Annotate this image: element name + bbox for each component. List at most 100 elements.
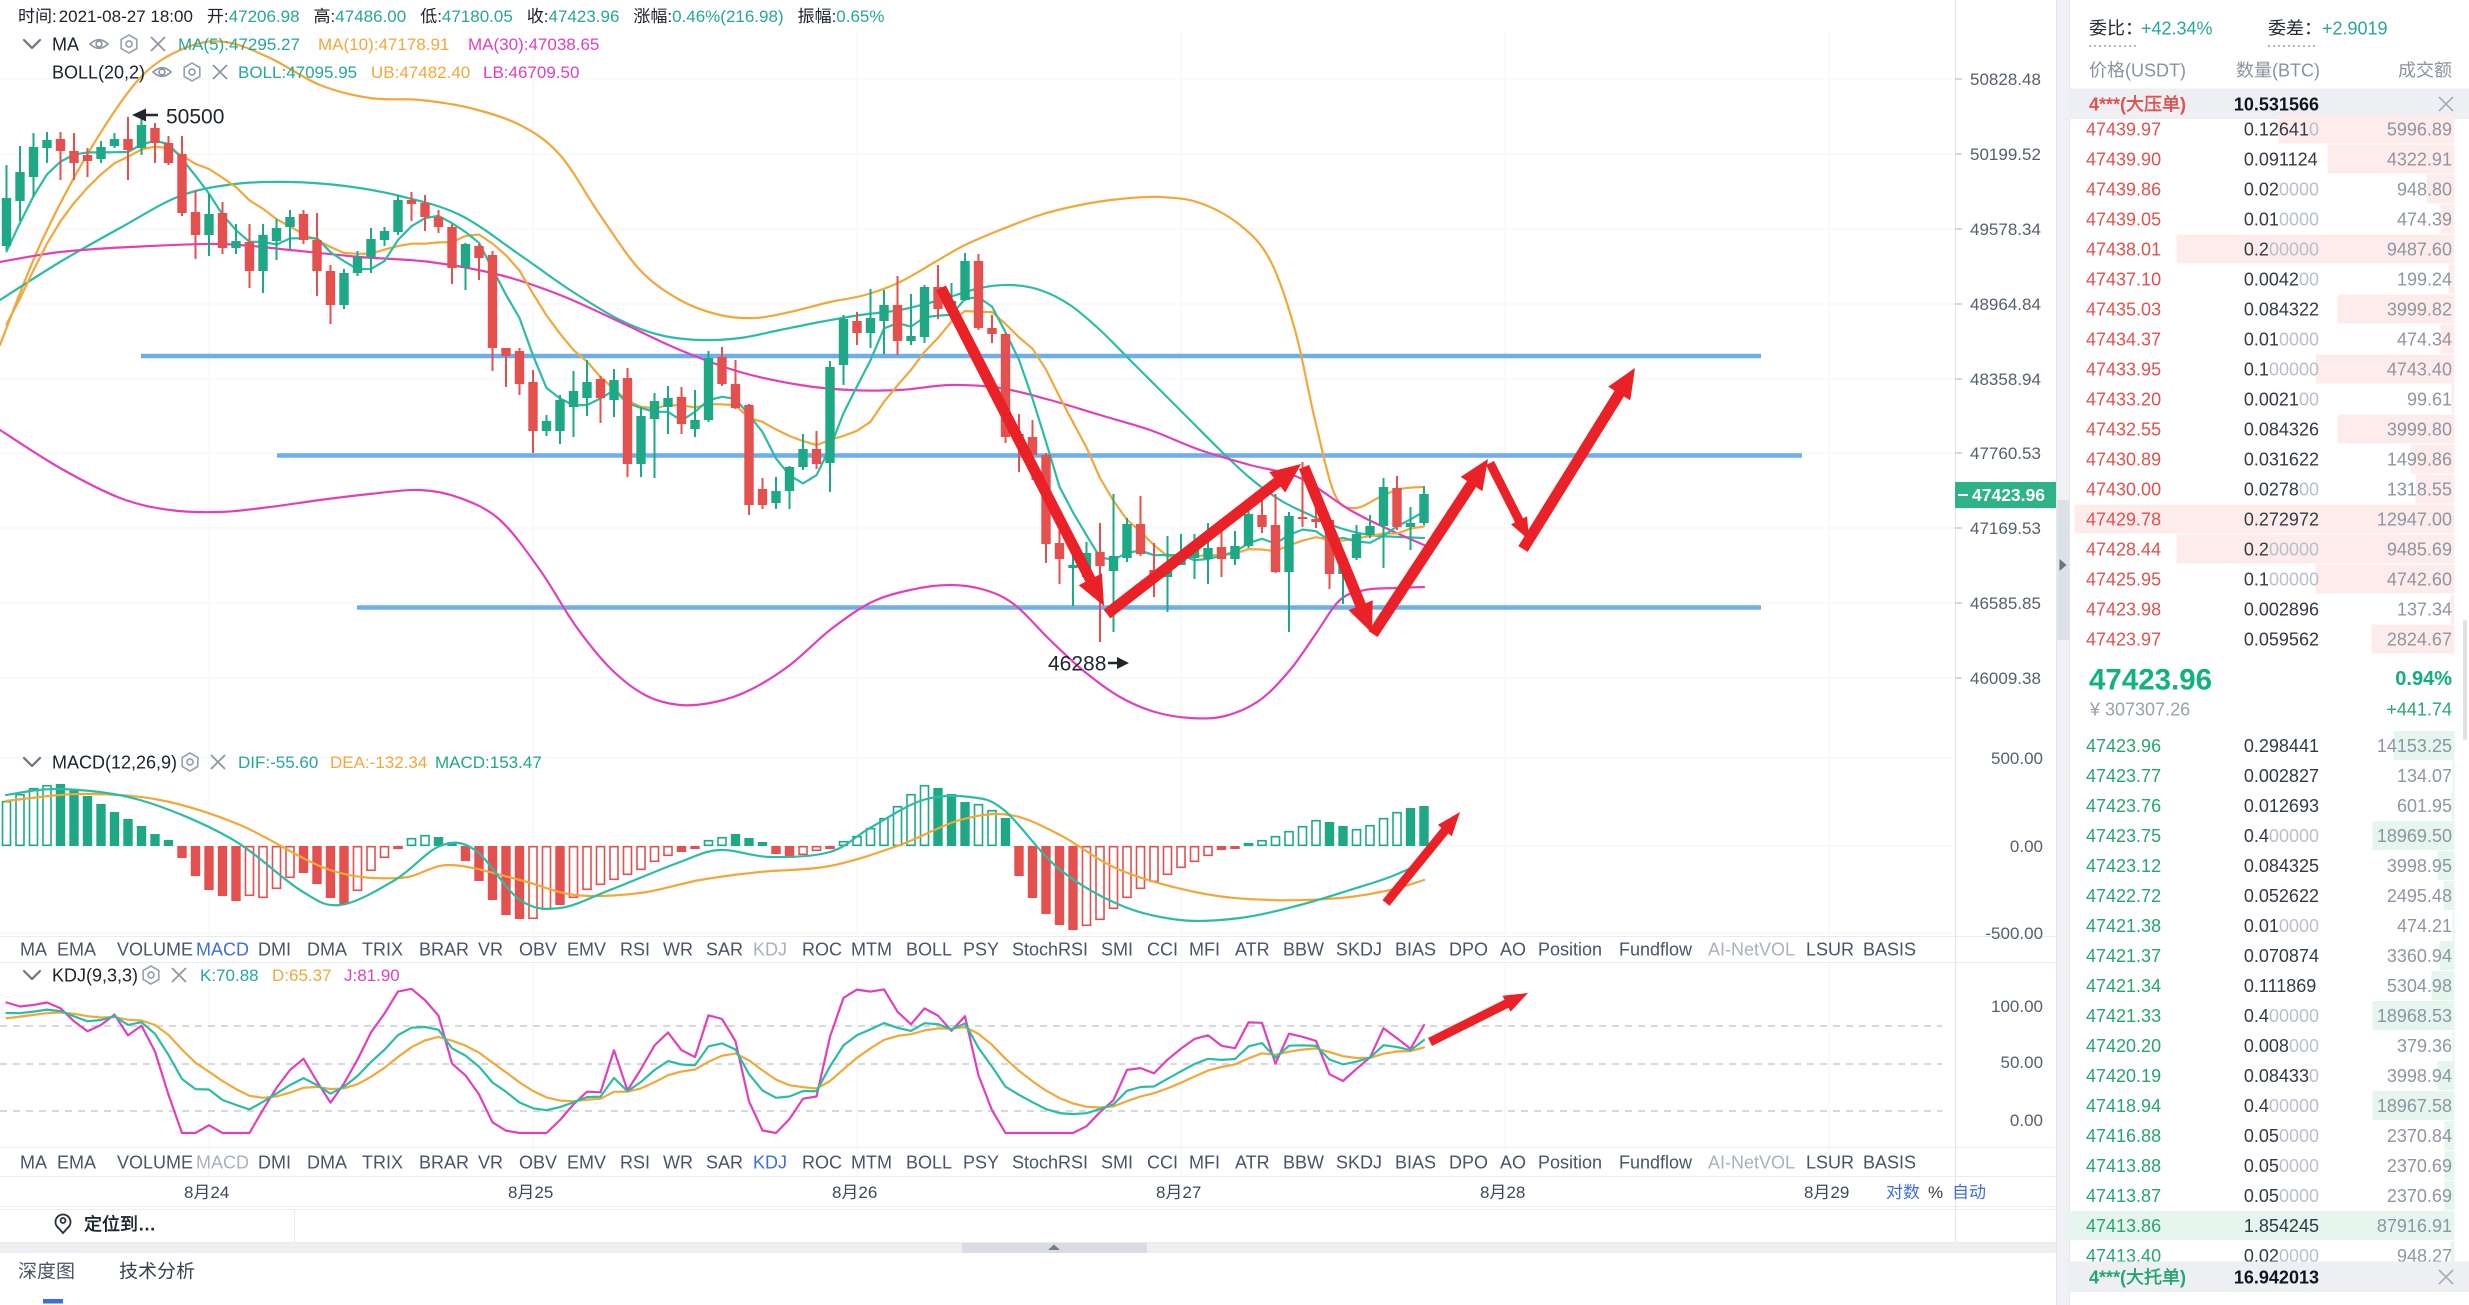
svg-text:VR: VR	[478, 1152, 503, 1172]
svg-text:00000: 00000	[2269, 569, 2319, 589]
svg-text:0.01: 0.01	[2244, 916, 2279, 936]
svg-text:474.39: 474.39	[2397, 209, 2452, 229]
svg-text:(USDT): (USDT)	[2125, 60, 2186, 80]
svg-text:0.2: 0.2	[2244, 239, 2269, 259]
svg-text:47432.55: 47432.55	[2086, 419, 2161, 439]
svg-text:+441.74: +441.74	[2386, 699, 2452, 719]
svg-text:TRIX: TRIX	[362, 1152, 403, 1172]
svg-text:AI-NetVOL: AI-NetVOL	[1708, 939, 1795, 959]
svg-text:D:65.37: D:65.37	[272, 966, 332, 985]
svg-text:0.091124: 0.091124	[2244, 149, 2318, 169]
svg-text:8: 8	[1804, 1183, 1813, 1202]
svg-text::: :	[544, 7, 549, 26]
svg-text:47421.38: 47421.38	[2086, 916, 2161, 936]
svg-text:27: 27	[1182, 1183, 1201, 1202]
svg-text:4***(: 4***(	[2089, 94, 2126, 114]
svg-text:100.00: 100.00	[1991, 997, 2043, 1016]
svg-text:3998.95: 3998.95	[2387, 856, 2452, 876]
svg-text:9487.60: 9487.60	[2387, 239, 2452, 259]
svg-text:0.0042: 0.0042	[2244, 269, 2299, 289]
svg-text:4742.60: 4742.60	[2387, 569, 2452, 589]
svg-text:500.00: 500.00	[1991, 749, 2043, 768]
svg-text:WR: WR	[663, 1152, 693, 1172]
svg-text:47439.86: 47439.86	[2086, 179, 2161, 199]
svg-text:948.80: 948.80	[2397, 179, 2452, 199]
svg-text:…: …	[138, 1214, 156, 1234]
svg-text:ATR: ATR	[1235, 1152, 1270, 1172]
svg-text:(BTC): (BTC)	[2272, 60, 2320, 80]
svg-text:0000: 0000	[2279, 209, 2319, 229]
svg-text:5996.89: 5996.89	[2387, 119, 2452, 139]
svg-text:0000: 0000	[2279, 1156, 2319, 1176]
svg-text:47428.44: 47428.44	[2086, 539, 2161, 559]
svg-text:199.24: 199.24	[2397, 269, 2452, 289]
svg-text:%: %	[1928, 1183, 1943, 1202]
svg-text:0.46%(216.98): 0.46%(216.98)	[672, 7, 784, 26]
svg-text:0000: 0000	[2279, 1126, 2319, 1146]
svg-text:AO: AO	[1500, 1152, 1526, 1172]
svg-text:0.272972: 0.272972	[2244, 509, 2319, 529]
svg-text:DMI: DMI	[258, 939, 291, 959]
svg-text:0.059562: 0.059562	[2244, 629, 2319, 649]
svg-text:50.00: 50.00	[2001, 1053, 2044, 1072]
svg-text:1318.55: 1318.55	[2387, 479, 2452, 499]
svg-text:BRAR: BRAR	[419, 1152, 469, 1172]
svg-text:0.01: 0.01	[2244, 209, 2279, 229]
svg-text:46288: 46288	[1048, 652, 1106, 675]
svg-text:4***(: 4***(	[2089, 1267, 2126, 1287]
svg-text:18968.53: 18968.53	[2377, 1006, 2452, 1026]
svg-text:SAR: SAR	[706, 939, 743, 959]
svg-text:0.084326: 0.084326	[2244, 419, 2319, 439]
svg-text:0.4: 0.4	[2244, 1006, 2269, 1026]
svg-text:0.031622: 0.031622	[2244, 449, 2319, 469]
svg-text:0.1: 0.1	[2244, 569, 2269, 589]
svg-text:00000: 00000	[2269, 826, 2319, 846]
svg-text:SKDJ: SKDJ	[1336, 939, 1382, 959]
svg-text:MTM: MTM	[851, 939, 892, 959]
svg-text:0000: 0000	[2279, 1186, 2319, 1206]
svg-text:BOLL: BOLL	[906, 939, 952, 959]
svg-text:0.1: 0.1	[2244, 359, 2269, 379]
svg-text:47413.87: 47413.87	[2086, 1186, 2161, 1206]
svg-text:TRIX: TRIX	[362, 939, 403, 959]
svg-text:+42.34%: +42.34%	[2141, 18, 2213, 38]
svg-text:BBW: BBW	[1283, 1152, 1324, 1172]
svg-text:2824.67: 2824.67	[2387, 629, 2452, 649]
svg-text:46585.85: 46585.85	[1970, 594, 2041, 613]
svg-text:4743.40: 4743.40	[2387, 359, 2452, 379]
svg-text::: :	[224, 7, 229, 26]
svg-text:379.36: 379.36	[2397, 1036, 2452, 1056]
svg-text:Fundflow: Fundflow	[1619, 939, 1693, 959]
svg-text:SAR: SAR	[706, 1152, 743, 1172]
svg-text:0.00: 0.00	[2010, 837, 2043, 856]
svg-text:MA: MA	[20, 939, 47, 959]
svg-text:¥ 307307.26: ¥ 307307.26	[2089, 699, 2190, 719]
svg-text:00000: 00000	[2269, 1006, 2319, 1026]
svg-text::: :	[331, 7, 336, 26]
svg-text:KDJ: KDJ	[753, 939, 787, 959]
svg-text:MA: MA	[52, 34, 79, 54]
svg-text:BOLL: BOLL	[906, 1152, 952, 1172]
svg-text:47433.20: 47433.20	[2086, 389, 2161, 409]
svg-text:CCI: CCI	[1147, 1152, 1178, 1172]
svg-text:47423.98: 47423.98	[2086, 599, 2161, 619]
svg-text:0.94%: 0.94%	[2395, 668, 2452, 690]
svg-text:3360.94: 3360.94	[2387, 946, 2452, 966]
svg-text:0.4: 0.4	[2244, 1096, 2269, 1116]
svg-text:EMV: EMV	[567, 939, 606, 959]
svg-text:VOLUME: VOLUME	[117, 939, 193, 959]
svg-text:00000: 00000	[2269, 239, 2319, 259]
svg-text:LB:46709.50: LB:46709.50	[483, 63, 579, 82]
svg-text:47423.96: 47423.96	[549, 7, 620, 26]
svg-text:5304.98: 5304.98	[2387, 976, 2452, 996]
svg-text:12947.00: 12947.00	[2377, 509, 2452, 529]
svg-text:K:70.88: K:70.88	[200, 966, 259, 985]
svg-text:26: 26	[858, 1183, 877, 1202]
svg-text:): )	[2180, 1267, 2186, 1287]
svg-text:9485.69: 9485.69	[2387, 539, 2452, 559]
svg-text:0.4: 0.4	[2244, 826, 2269, 846]
svg-text:47439.05: 47439.05	[2086, 209, 2161, 229]
svg-text:0.0021: 0.0021	[2244, 389, 2299, 409]
svg-text:2495.48: 2495.48	[2387, 886, 2452, 906]
svg-text:0.05: 0.05	[2244, 1126, 2279, 1146]
